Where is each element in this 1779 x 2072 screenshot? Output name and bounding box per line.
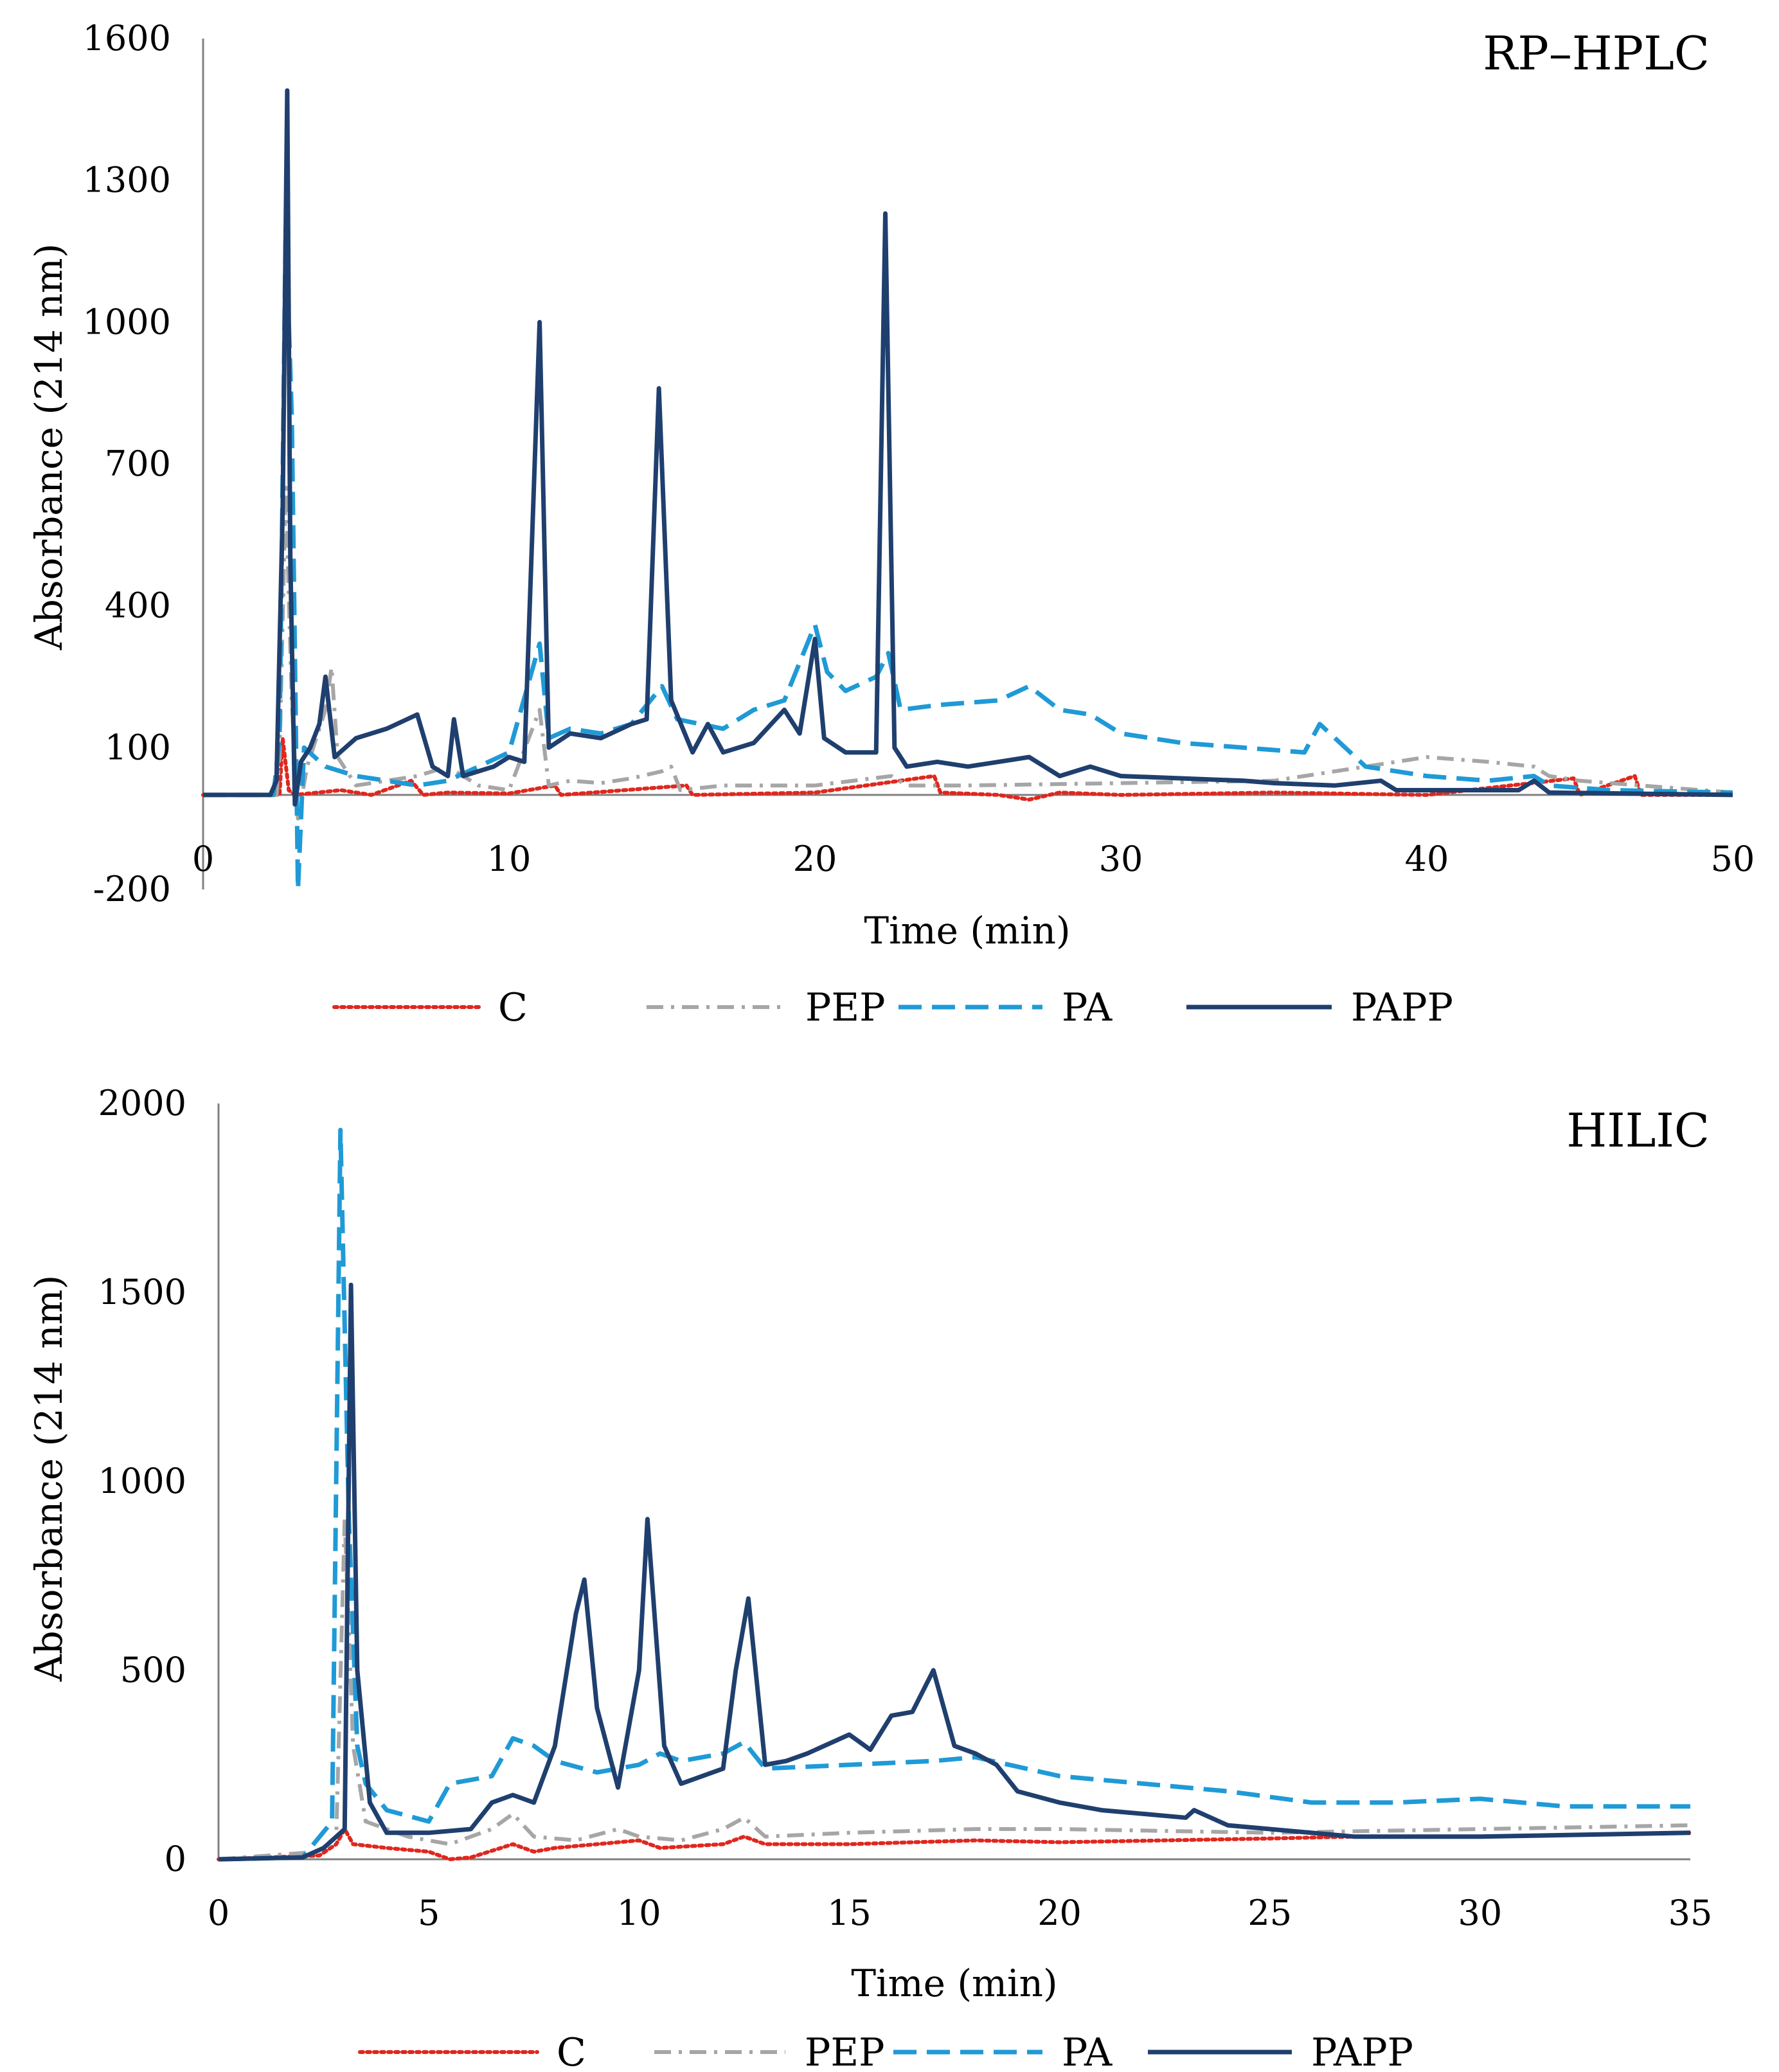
rp-hplc-x-tick-label: 40 bbox=[1405, 839, 1449, 879]
hilic-series-pep bbox=[218, 1517, 1691, 1861]
rp-hplc-y-tick-label: 1600 bbox=[83, 18, 171, 58]
hilic-x-tick-label: 0 bbox=[208, 1893, 229, 1933]
hilic-x-tick-label: 5 bbox=[418, 1893, 440, 1933]
hilic-series-papp bbox=[218, 1282, 1691, 1862]
hilic-legend-label-pep: PEP bbox=[805, 2030, 885, 2072]
rp-hplc-x-axis-label: Time (min) bbox=[864, 909, 1070, 952]
hilic-x-tick-label: 10 bbox=[617, 1893, 661, 1933]
hilic-series-pa bbox=[218, 1127, 1690, 1862]
hilic-x-tick-label: 30 bbox=[1458, 1893, 1502, 1933]
rp-hplc-y-tick-label: -200 bbox=[93, 869, 171, 909]
rp-hplc-y-tick-label: 400 bbox=[105, 585, 171, 626]
rp-hplc-x-tick-label: 20 bbox=[793, 839, 837, 879]
hilic-x-tick-label: 20 bbox=[1037, 1893, 1082, 1933]
hilic-legend-label-papp: PAPP bbox=[1311, 2030, 1413, 2072]
hilic-y-tick-label: 1500 bbox=[98, 1272, 186, 1312]
hilic-x-axis-label: Time (min) bbox=[851, 1961, 1057, 2005]
hilic-y-tick-label: 1000 bbox=[98, 1461, 186, 1501]
rp-hplc-legend-label-papp: PAPP bbox=[1351, 985, 1453, 1030]
rp-hplc-y-tick-label: 1000 bbox=[83, 301, 171, 342]
hilic-y-axis-label: Absorbance (214 nm) bbox=[27, 1275, 71, 1682]
rp-hplc-series-pep bbox=[203, 485, 1733, 821]
rp-hplc-x-tick-label: 50 bbox=[1711, 839, 1755, 879]
hilic-y-tick-label: 0 bbox=[165, 1839, 186, 1879]
hilic-y-tick-label: 2000 bbox=[98, 1083, 186, 1123]
rp-hplc-series-pa bbox=[203, 225, 1733, 892]
hilic-legend-label-pa: PA bbox=[1062, 2030, 1113, 2072]
rp-hplc-x-tick-label: 10 bbox=[487, 839, 532, 879]
rp-hplc-x-tick-label: 0 bbox=[192, 839, 214, 879]
hilic-x-tick-label: 15 bbox=[827, 1893, 872, 1933]
rp-hplc-chart: RP–HPLC Time (min) Absorbance (214 nm) -… bbox=[27, 18, 1755, 1030]
hilic-title: HILIC bbox=[1566, 1103, 1710, 1157]
hilic-chart: HILIC Time (min) Absorbance (214 nm) 050… bbox=[27, 1083, 1712, 2072]
rp-hplc-y-tick-label: 1300 bbox=[83, 160, 171, 201]
hilic-legend-label-c: C bbox=[557, 2030, 586, 2072]
rp-hplc-x-tick-label: 30 bbox=[1099, 839, 1143, 879]
rp-hplc-title: RP–HPLC bbox=[1483, 26, 1710, 80]
rp-hplc-y-axis-label: Absorbance (214 nm) bbox=[27, 244, 71, 650]
rp-hplc-legend: C PEP PA PAPP bbox=[332, 985, 1453, 1030]
rp-hplc-legend-label-c: C bbox=[498, 985, 528, 1030]
rp-hplc-series-papp bbox=[203, 88, 1733, 807]
rp-hplc-legend-label-pa: PA bbox=[1062, 985, 1113, 1030]
rp-hplc-y-tick-label: 700 bbox=[105, 443, 171, 484]
hilic-x-tick-label: 35 bbox=[1668, 1893, 1713, 1933]
hilic-series-c bbox=[217, 1827, 1692, 1861]
rp-hplc-legend-label-pep: PEP bbox=[805, 985, 886, 1030]
hilic-legend: C PEP PA PAPP bbox=[358, 2030, 1413, 2072]
hilic-x-tick-label: 25 bbox=[1247, 1893, 1292, 1933]
rp-hplc-y-tick-label: 100 bbox=[105, 727, 171, 767]
hilic-y-tick-label: 500 bbox=[120, 1650, 186, 1690]
